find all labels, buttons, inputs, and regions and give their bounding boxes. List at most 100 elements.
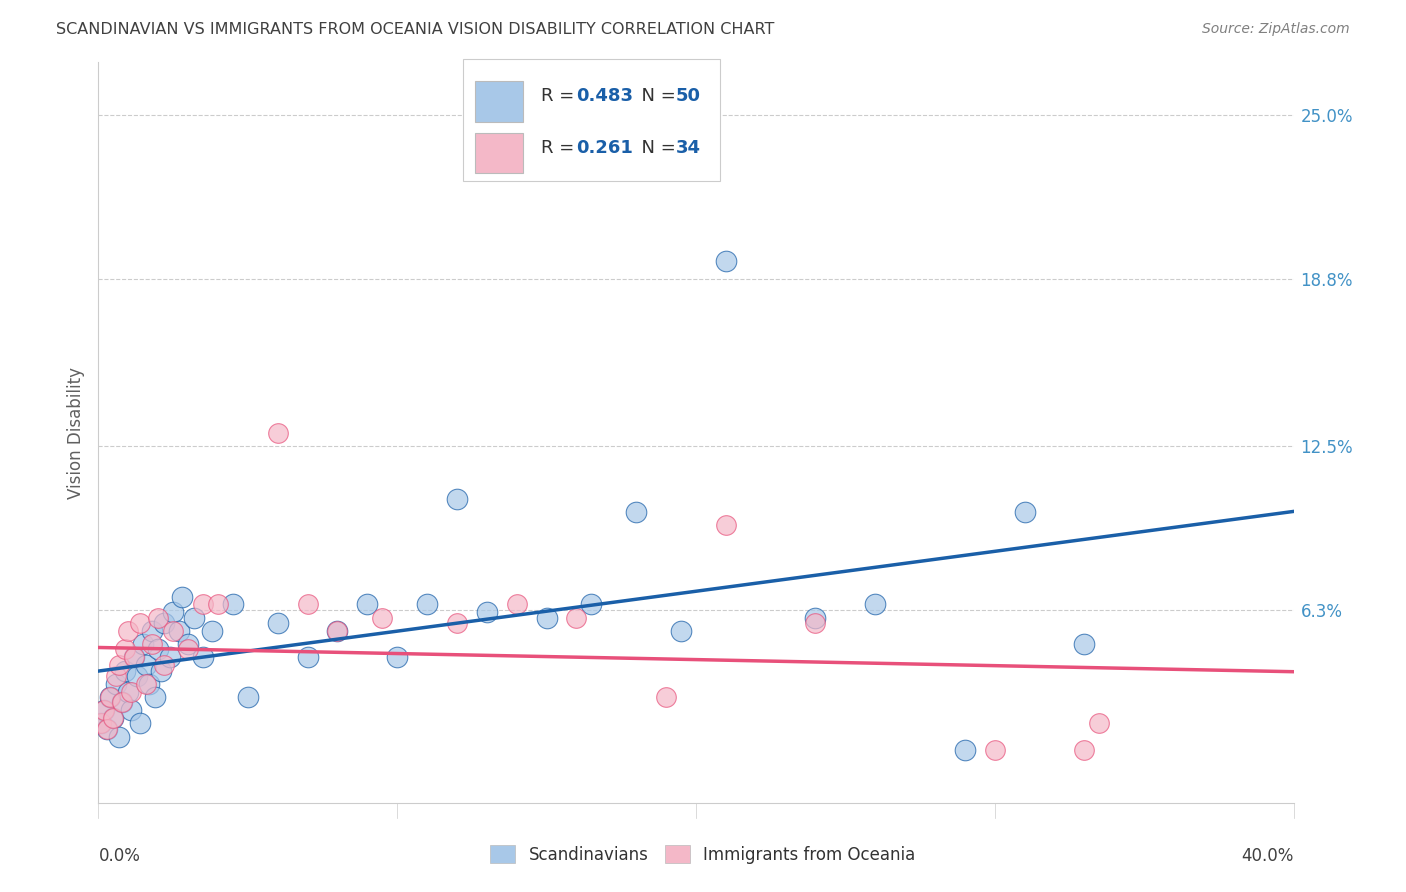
Point bbox=[167, 624, 190, 638]
Point bbox=[565, 611, 588, 625]
Point bbox=[162, 606, 184, 620]
Point bbox=[536, 611, 558, 625]
Point bbox=[114, 642, 136, 657]
Point bbox=[371, 611, 394, 625]
Point bbox=[626, 505, 648, 519]
Text: 0.261: 0.261 bbox=[576, 138, 633, 157]
Point bbox=[103, 711, 125, 725]
Point bbox=[150, 664, 173, 678]
Point bbox=[385, 650, 409, 665]
Point bbox=[804, 611, 827, 625]
Point bbox=[177, 642, 200, 657]
Point bbox=[984, 743, 1007, 757]
Point bbox=[267, 615, 290, 630]
Text: N =: N = bbox=[630, 87, 682, 104]
Y-axis label: Vision Disability: Vision Disability bbox=[66, 367, 84, 499]
Text: 0.483: 0.483 bbox=[576, 87, 634, 104]
Point bbox=[120, 685, 142, 699]
Point bbox=[105, 669, 128, 683]
Point bbox=[108, 658, 131, 673]
Point bbox=[1088, 716, 1111, 731]
Point bbox=[111, 695, 134, 709]
Text: R =: R = bbox=[541, 138, 579, 157]
Point bbox=[120, 703, 142, 717]
Point bbox=[326, 624, 349, 638]
Text: N =: N = bbox=[630, 138, 682, 157]
Point bbox=[162, 624, 184, 638]
Point bbox=[356, 598, 378, 612]
Point bbox=[98, 690, 122, 704]
Point bbox=[132, 637, 155, 651]
Point bbox=[138, 677, 160, 691]
FancyBboxPatch shape bbox=[475, 133, 523, 173]
Point bbox=[129, 716, 152, 731]
Point bbox=[135, 658, 157, 673]
Point bbox=[143, 690, 166, 704]
Point bbox=[714, 253, 737, 268]
Point bbox=[297, 650, 319, 665]
Point bbox=[669, 624, 692, 638]
Point bbox=[127, 669, 149, 683]
Point bbox=[148, 642, 170, 657]
Legend: Scandinavians, Immigrants from Oceania: Scandinavians, Immigrants from Oceania bbox=[484, 838, 922, 871]
Point bbox=[183, 611, 205, 625]
Text: 40.0%: 40.0% bbox=[1241, 847, 1294, 865]
Point bbox=[953, 743, 976, 757]
Point bbox=[153, 615, 176, 630]
Point bbox=[96, 722, 118, 736]
Point bbox=[93, 703, 115, 717]
Point bbox=[236, 690, 259, 704]
Point bbox=[326, 624, 349, 638]
Point bbox=[506, 598, 529, 612]
Text: R =: R = bbox=[541, 87, 579, 104]
Point bbox=[475, 606, 498, 620]
Point bbox=[93, 703, 115, 717]
Point bbox=[416, 598, 439, 612]
Point bbox=[141, 624, 163, 638]
Point bbox=[207, 598, 229, 612]
Text: 50: 50 bbox=[676, 87, 700, 104]
Text: SCANDINAVIAN VS IMMIGRANTS FROM OCEANIA VISION DISABILITY CORRELATION CHART: SCANDINAVIAN VS IMMIGRANTS FROM OCEANIA … bbox=[56, 22, 775, 37]
Point bbox=[1014, 505, 1036, 519]
Point bbox=[124, 650, 146, 665]
Point bbox=[105, 677, 128, 691]
Point bbox=[865, 598, 887, 612]
Point bbox=[90, 716, 112, 731]
Point bbox=[96, 722, 118, 736]
Point bbox=[267, 425, 290, 440]
Point bbox=[177, 637, 200, 651]
Point bbox=[446, 615, 468, 630]
Point bbox=[90, 716, 112, 731]
Point bbox=[172, 590, 194, 604]
Point bbox=[655, 690, 678, 704]
Point bbox=[114, 664, 136, 678]
Point bbox=[191, 650, 214, 665]
Point bbox=[117, 624, 139, 638]
Point bbox=[129, 615, 152, 630]
Point bbox=[98, 690, 122, 704]
Point bbox=[1073, 637, 1095, 651]
Point bbox=[111, 695, 134, 709]
Point bbox=[148, 611, 170, 625]
Point bbox=[108, 730, 131, 744]
Point bbox=[191, 598, 214, 612]
Text: 0.0%: 0.0% bbox=[98, 847, 141, 865]
Point bbox=[124, 650, 146, 665]
Point bbox=[103, 711, 125, 725]
FancyBboxPatch shape bbox=[475, 81, 523, 121]
Point bbox=[153, 658, 176, 673]
Point bbox=[446, 491, 468, 506]
FancyBboxPatch shape bbox=[463, 59, 720, 181]
Point bbox=[141, 637, 163, 651]
Point bbox=[297, 598, 319, 612]
Text: 34: 34 bbox=[676, 138, 700, 157]
Point bbox=[159, 650, 181, 665]
Text: Source: ZipAtlas.com: Source: ZipAtlas.com bbox=[1202, 22, 1350, 37]
Point bbox=[804, 615, 827, 630]
Point bbox=[581, 598, 603, 612]
Point bbox=[1073, 743, 1095, 757]
Point bbox=[201, 624, 224, 638]
Point bbox=[135, 677, 157, 691]
Point bbox=[222, 598, 245, 612]
Point bbox=[714, 518, 737, 533]
